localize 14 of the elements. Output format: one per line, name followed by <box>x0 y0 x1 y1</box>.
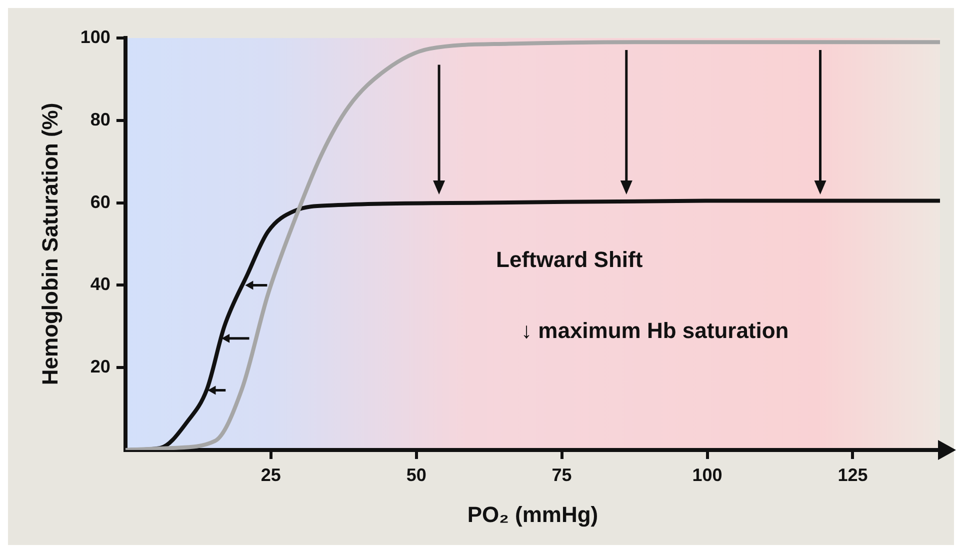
x-tick-label: 75 <box>552 464 572 485</box>
y-tick-label: 80 <box>90 109 110 130</box>
x-tick-label: 100 <box>692 464 722 485</box>
x-tick-label: 50 <box>406 464 426 485</box>
y-tick-label: 20 <box>90 356 110 377</box>
y-tick-label: 60 <box>90 192 110 212</box>
x-tick-label: 125 <box>838 464 868 485</box>
y-axis-title: Hemoglobin Saturation (%) <box>37 102 62 386</box>
annotation: Leftward Shift <box>496 246 643 273</box>
y-tick-label: 100 <box>80 26 110 47</box>
x-tick-label: 25 <box>260 464 281 485</box>
x-axis-title: PO₂ (mmHg) <box>467 502 598 527</box>
annotation: ↓ maximum Hb saturation <box>521 318 789 344</box>
y-tick-label: 40 <box>90 274 110 294</box>
